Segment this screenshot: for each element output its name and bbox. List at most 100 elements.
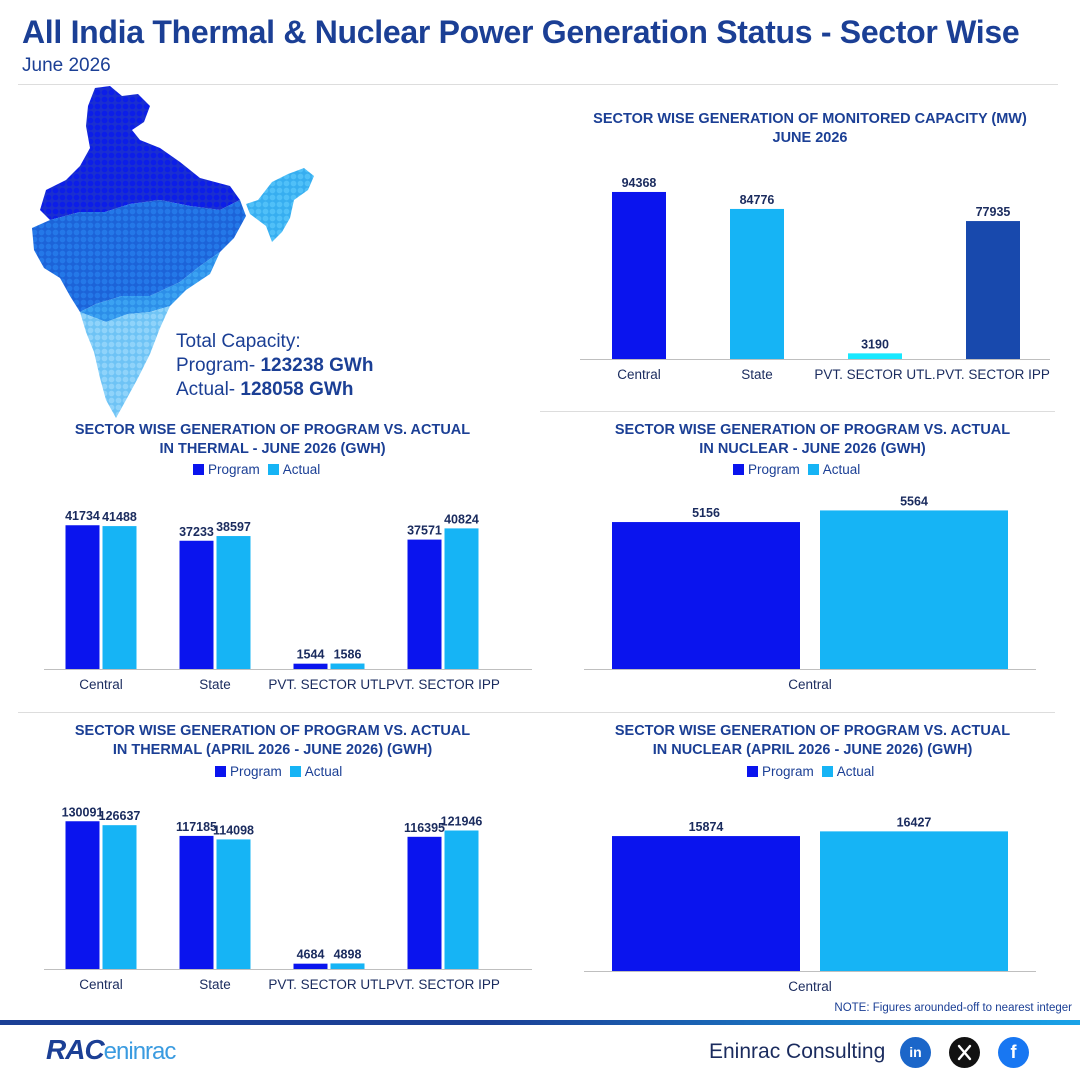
- x-icon[interactable]: [949, 1037, 980, 1068]
- legend-actual-label: Actual: [304, 764, 343, 779]
- legend-actual-swatch: [821, 766, 833, 777]
- thermal_june-bar-actual-central: [102, 526, 137, 669]
- thermal_ytd-bar-program-pvt-sector-ipp: [407, 836, 442, 969]
- thermal_ytd-category-label-state: State: [199, 977, 231, 992]
- brand-logo-eninrac: eninrac: [103, 1038, 177, 1065]
- legend-actual: Actual: [821, 764, 874, 779]
- header-divider: [18, 84, 1058, 85]
- thermal_june-bar-program-state: [179, 540, 214, 669]
- capacity-bar-pvt-sector-ipp: [966, 221, 1020, 359]
- legend-program-swatch: [215, 766, 226, 777]
- thermal_june-data-label-actual-pvt-sector-utl: 1586: [334, 648, 362, 662]
- thermal_june-data-label-actual-central: 41488: [102, 510, 137, 524]
- capacity-chart-title-line1: SECTOR WISE GENERATION OF MONITORED CAPA…: [593, 111, 1027, 127]
- legend-actual-label: Actual: [282, 462, 321, 477]
- thermal_ytd-data-label-program-central: 130091: [62, 805, 104, 819]
- thermal_ytd-bar-actual-pvt-sector-utl: [330, 963, 365, 969]
- nuclear_ytd-bar-actual-central: [820, 831, 1008, 971]
- capacity-data-label-central: 94368: [622, 176, 657, 190]
- thermal-ytd-title-line1: SECTOR WISE GENERATION OF PROGRAM VS. AC…: [74, 723, 471, 739]
- thermal_june-category-label-central: Central: [79, 677, 123, 692]
- nuclear-june-chart-title: SECTOR WISE GENERATION OF PROGRAM VS. AC…: [540, 421, 1080, 459]
- capacity-bar-pvt-sector-utl: [848, 353, 902, 359]
- nuclear-ytd-legend: Program Actual: [747, 764, 874, 779]
- nuclear_ytd-category-label-central: Central: [788, 979, 832, 994]
- program-capacity-label: Program-: [176, 355, 256, 376]
- thermal_ytd-bar-program-central: [65, 821, 100, 969]
- thermal_ytd-data-label-program-pvt-sector-ipp: 116395: [404, 821, 445, 835]
- legend-actual-label: Actual: [822, 462, 861, 477]
- total-capacity-box: Total Capacity: Program- 123238 GWh Actu…: [176, 330, 373, 402]
- capacity-category-label-central: Central: [617, 367, 661, 382]
- thermal_ytd-data-label-actual-pvt-sector-utl: 4898: [334, 947, 362, 961]
- thermal_ytd-data-label-actual-central: 126637: [99, 809, 141, 823]
- legend-program: Program: [215, 764, 282, 779]
- rounding-note: NOTE: Figures arounded-off to nearest in…: [834, 1002, 1072, 1014]
- thermal_ytd-bar-program-pvt-sector-utl: [293, 963, 328, 969]
- footer-gradient-bar: [0, 1020, 1080, 1025]
- thermal_ytd-data-label-actual-state: 114098: [213, 823, 254, 837]
- thermal_june-bar-program-central: [65, 525, 100, 669]
- thermal_june-category-label-pvt-sector-utl: PVT. SECTOR UTL.: [268, 677, 389, 692]
- capacity-data-label-pvt-sector-utl: 3190: [861, 337, 889, 351]
- thermal-ytd-title-line2: IN THERMAL (APRIL 2026 - JUNE 2026) (GWH…: [112, 742, 433, 758]
- nuclear_ytd-data-label-actual-central: 16427: [897, 815, 932, 829]
- company-name: Eninrac Consulting: [709, 1040, 886, 1063]
- capacity-bar-central: [612, 191, 666, 359]
- capacity-data-label-state: 84776: [740, 193, 775, 207]
- thermal_june-data-label-program-state: 37233: [179, 525, 214, 539]
- legend-program: Program: [747, 764, 814, 779]
- thermal_june-bar-program-pvt-sector-ipp: [407, 539, 442, 669]
- thermal_ytd-category-label-central: Central: [79, 977, 123, 992]
- thermal_june-bar-actual-state: [216, 536, 251, 669]
- map-northeast-region: [246, 168, 314, 242]
- nuclear_june-bar-program-central: [612, 522, 800, 669]
- legend-program-swatch: [747, 766, 758, 777]
- nuclear_ytd-bar-program-central: [612, 836, 800, 971]
- page-subtitle: June 2026: [22, 55, 111, 76]
- thermal_june-data-label-program-pvt-sector-utl: 1544: [297, 648, 325, 662]
- thermal-june-legend: Program Actual: [193, 462, 320, 477]
- nuclear_june-bar-actual-central: [820, 510, 1008, 669]
- thermal_ytd-category-label-pvt-sector-utl: PVT. SECTOR UTL.: [268, 977, 389, 992]
- nuclear-june-title-line1: SECTOR WISE GENERATION OF PROGRAM VS. AC…: [614, 422, 1011, 438]
- map-north-region: [40, 86, 240, 220]
- capacity-category-label-pvt-sector-utl: PVT. SECTOR UTL.: [814, 367, 935, 382]
- total-capacity-label: Total Capacity:: [176, 331, 301, 352]
- map-south-region: [80, 306, 170, 418]
- facebook-icon[interactable]: f: [998, 1037, 1029, 1068]
- nuclear_ytd-data-label-program-central: 15874: [689, 820, 724, 834]
- thermal-ytd-chart-title: SECTOR WISE GENERATION OF PROGRAM VS. AC…: [0, 722, 545, 760]
- thermal_june-data-label-program-central: 41734: [65, 509, 100, 523]
- brand-logo: RACeninrac: [46, 1034, 177, 1066]
- capacity-bar-chart: 94368 Central 84776 State 3190 PVT. SECTOR UT…: [580, 176, 1050, 382]
- map-central-region: [80, 252, 220, 322]
- legend-program-swatch: [193, 464, 204, 475]
- thermal_june-data-label-actual-state: 38597: [216, 520, 251, 534]
- nuclear_june-category-label-central: Central: [788, 677, 832, 692]
- capacity-chart-title-line2: JUNE 2026: [772, 130, 848, 146]
- thermal-june-title-line2: IN THERMAL - JUNE 2026 (GWH): [159, 441, 386, 457]
- nuclear-ytd-bar-chart: 15874 16427 Central: [584, 815, 1036, 994]
- actual-capacity-label: Actual-: [176, 379, 236, 400]
- legend-actual: Actual: [807, 462, 861, 477]
- thermal_ytd-bar-actual-central: [102, 825, 137, 969]
- capacity-data-label-pvt-sector-ipp: 77935: [976, 205, 1011, 219]
- legend-actual: Actual: [267, 462, 321, 477]
- thermal_june-bar-program-pvt-sector-utl: [293, 663, 328, 669]
- legend-program-label: Program: [208, 462, 260, 477]
- india-map-illustration: [32, 86, 314, 418]
- thermal-june-title-line1: SECTOR WISE GENERATION OF PROGRAM VS. AC…: [74, 422, 471, 438]
- actual-capacity-line: Actual- 128058 GWh: [176, 378, 373, 402]
- capacity-bar-state: [730, 208, 784, 359]
- thermal_ytd-data-label-program-pvt-sector-utl: 4684: [297, 948, 325, 962]
- thermal-june-chart-title: SECTOR WISE GENERATION OF PROGRAM VS. AC…: [0, 421, 545, 459]
- right-divider-1: [540, 411, 1055, 412]
- nuclear_june-data-label-program-central: 5156: [692, 506, 720, 520]
- thermal_ytd-bar-actual-state: [216, 839, 251, 969]
- linkedin-icon[interactable]: in: [900, 1037, 931, 1068]
- thermal-june-bar-chart: 41734 41488 Central 37233 38597 State 1544 1586…: [44, 509, 532, 692]
- program-capacity-value: 123238 GWh: [260, 355, 374, 376]
- program-capacity-line: Program- 123238 GWh: [176, 354, 373, 378]
